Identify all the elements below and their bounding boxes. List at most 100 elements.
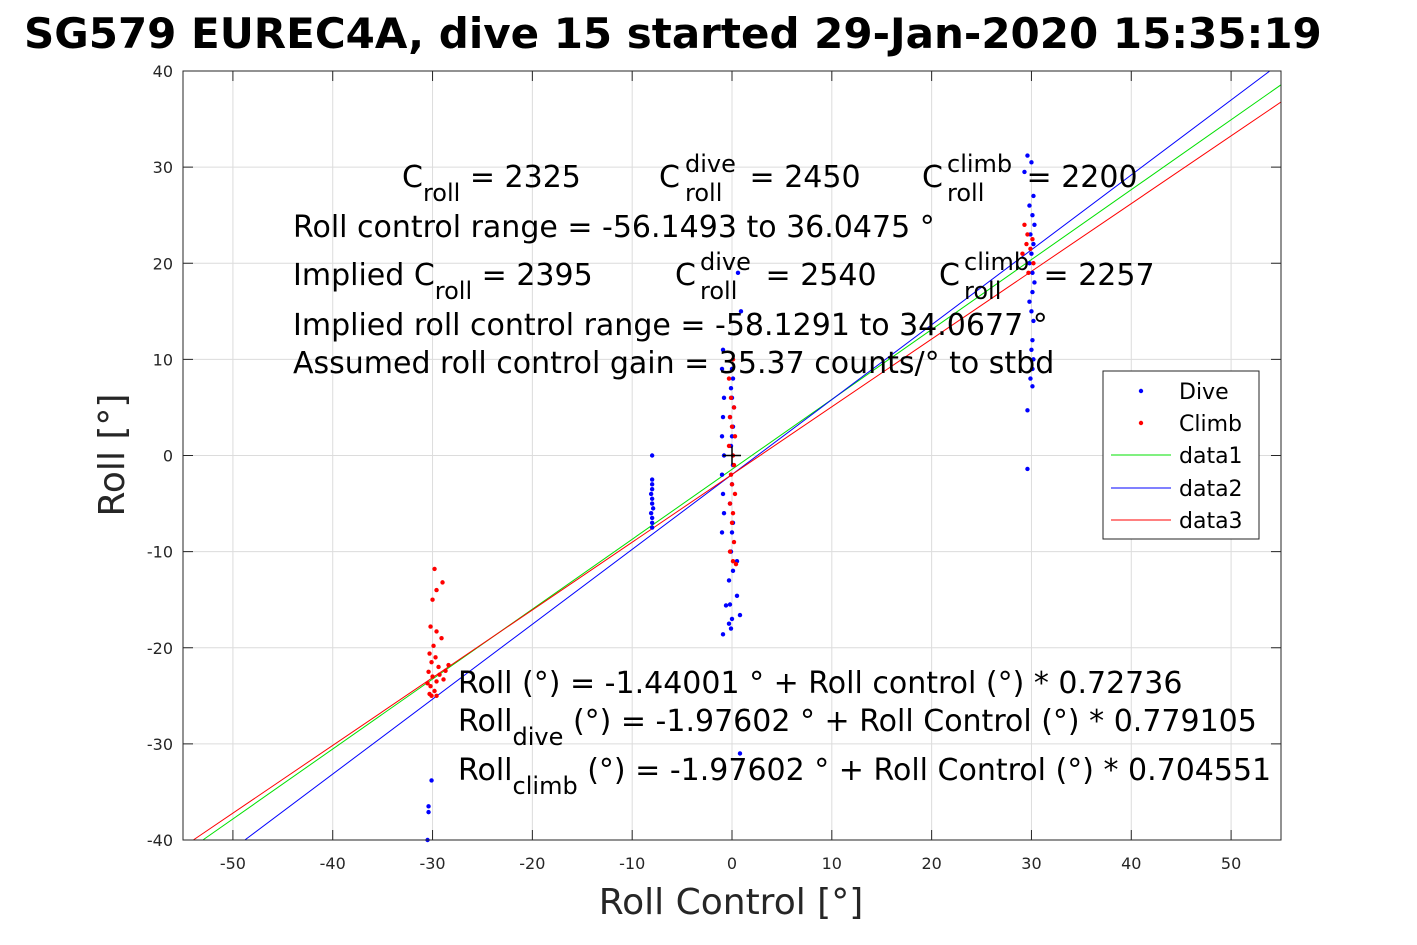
dive-point bbox=[729, 366, 735, 372]
climb-point bbox=[429, 659, 434, 665]
y-tick-label: -30 bbox=[147, 735, 173, 754]
climb-point bbox=[726, 376, 732, 381]
climb-point bbox=[1030, 237, 1035, 242]
climb-point bbox=[731, 405, 737, 410]
legend-marker-climb bbox=[1138, 420, 1144, 426]
x-tick-label: -50 bbox=[220, 854, 246, 873]
dive-point bbox=[1031, 357, 1036, 362]
dive-point bbox=[649, 496, 655, 501]
dive-point bbox=[719, 530, 725, 535]
dive-point bbox=[1027, 203, 1032, 208]
y-tick-label: -40 bbox=[147, 831, 173, 850]
legend-label-data1: data1 bbox=[1179, 444, 1243, 469]
fit-line-data2 bbox=[244, 70, 1271, 841]
dive-point bbox=[648, 491, 654, 497]
climb-point bbox=[729, 424, 735, 429]
climb-point bbox=[434, 693, 439, 699]
x-tick-label: 20 bbox=[921, 854, 941, 873]
dive-point bbox=[737, 612, 743, 618]
data-points bbox=[425, 153, 1037, 843]
dive-point bbox=[1030, 289, 1035, 295]
x-tick-label: 30 bbox=[1021, 854, 1041, 873]
x-tick-label: 10 bbox=[822, 854, 842, 873]
climb-point bbox=[428, 684, 433, 689]
dive-point bbox=[719, 366, 725, 372]
chart-title: SG579 EUREC4A, dive 15 started 29-Jan-20… bbox=[24, 9, 1322, 58]
climb-point bbox=[428, 624, 433, 629]
series-dive bbox=[425, 153, 1037, 843]
dive-point bbox=[649, 477, 655, 482]
climb-point bbox=[441, 677, 446, 682]
dive-point bbox=[1029, 160, 1034, 165]
legend-item-data2: data2 bbox=[1111, 477, 1243, 502]
annotation-implied-c-roll: Implied Croll = 2395 bbox=[293, 258, 593, 305]
dive-point bbox=[720, 632, 726, 637]
dive-point bbox=[737, 751, 743, 756]
annotation-roll-control-range: Roll control range = -56.1493 to 36.0475… bbox=[293, 210, 935, 245]
climb-point bbox=[727, 549, 733, 554]
dive-point bbox=[735, 270, 741, 276]
dive-point bbox=[1031, 318, 1036, 324]
climb-point bbox=[434, 587, 439, 593]
dive-point bbox=[1031, 193, 1036, 199]
y-tick-label: -10 bbox=[147, 543, 173, 562]
climb-point bbox=[730, 510, 736, 516]
y-axis-label: Roll [°] bbox=[92, 394, 133, 517]
x-tick-label: -40 bbox=[320, 854, 346, 873]
dive-point bbox=[730, 568, 736, 574]
dive-point bbox=[1025, 466, 1030, 472]
dive-point bbox=[721, 395, 727, 401]
climb-point bbox=[728, 395, 734, 401]
climb-point bbox=[426, 669, 431, 674]
dive-point bbox=[426, 809, 431, 815]
dive-point bbox=[1025, 153, 1030, 158]
y-tick-label: -20 bbox=[147, 639, 173, 658]
dive-point bbox=[1029, 251, 1034, 256]
climb-point bbox=[1024, 241, 1029, 247]
annotation-fit-all: Roll (°) = -1.44001 ° + Roll control (°)… bbox=[458, 666, 1182, 701]
climb-point bbox=[437, 672, 442, 677]
dive-point bbox=[429, 778, 434, 783]
y-tick-label: 30 bbox=[153, 158, 173, 177]
dive-point bbox=[719, 434, 725, 439]
climb-point bbox=[434, 679, 439, 684]
dive-point bbox=[1028, 376, 1033, 381]
annotation-implied-range: Implied roll control range = -58.1291 to… bbox=[293, 308, 1048, 343]
dive-point bbox=[728, 626, 734, 631]
dive-point bbox=[727, 602, 733, 607]
legend-item-climb: Climb bbox=[1138, 412, 1242, 437]
dive-point bbox=[730, 376, 736, 381]
legend: Dive Climb data1 data2 data3 bbox=[1102, 370, 1260, 540]
climb-point bbox=[727, 501, 733, 506]
dive-point bbox=[1030, 337, 1035, 343]
dive-point bbox=[1027, 261, 1032, 266]
climb-point bbox=[730, 559, 736, 564]
y-tick-label: 0 bbox=[163, 447, 173, 466]
annotation-c-roll: Croll = 2325 bbox=[402, 160, 581, 207]
dive-point bbox=[649, 482, 655, 487]
legend-item-data3: data3 bbox=[1111, 509, 1243, 534]
climb-point bbox=[440, 580, 445, 585]
x-tick-label: 50 bbox=[1221, 854, 1241, 873]
climb-point bbox=[433, 655, 438, 660]
climb-point bbox=[1028, 246, 1033, 252]
legend-item-dive: Dive bbox=[1138, 380, 1229, 405]
climb-point bbox=[443, 668, 448, 674]
dive-point bbox=[720, 347, 726, 352]
origin-marker bbox=[723, 446, 741, 465]
climb-point bbox=[439, 635, 444, 641]
climb-point bbox=[732, 434, 738, 439]
dive-point bbox=[648, 510, 654, 516]
climb-point bbox=[1020, 251, 1025, 256]
dive-point bbox=[1030, 384, 1035, 389]
climb-point bbox=[431, 643, 436, 649]
dive-point bbox=[729, 530, 735, 535]
dive-point bbox=[738, 309, 744, 314]
climb-point bbox=[436, 664, 441, 670]
climb-point bbox=[1022, 222, 1027, 227]
dive-point bbox=[1029, 347, 1034, 352]
legend-item-data1: data1 bbox=[1111, 444, 1243, 469]
dive-point bbox=[726, 621, 732, 626]
